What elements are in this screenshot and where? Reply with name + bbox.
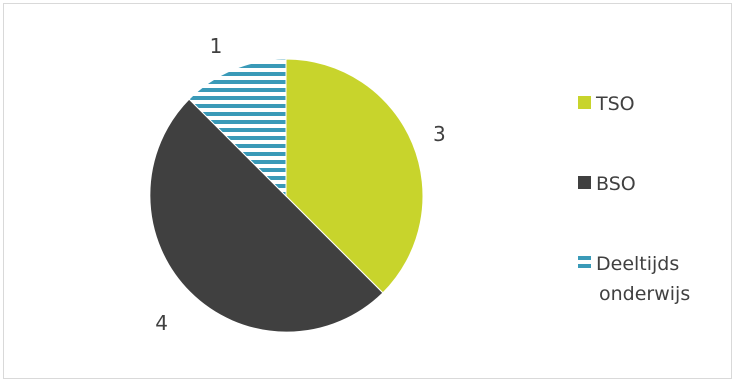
legend-label-deeltijds-onderwijs-line-1: Deeltijds — [596, 253, 679, 275]
legend: TSO BSO Deeltijds onderwijs — [578, 93, 690, 305]
data-label-deeltijds-onderwijs: 1 — [210, 34, 223, 58]
legend-label-deeltijds-onderwijs-line-2: onderwijs — [599, 283, 690, 305]
legend-swatch-tso — [578, 96, 591, 109]
pie-slice-deeltijds-onderwijs — [188, 58, 287, 198]
data-labels: 3 4 1 — [155, 34, 445, 335]
legend-label-tso: TSO — [595, 93, 635, 115]
legend-label-bso: BSO — [596, 173, 636, 195]
pie-slice-bso — [149, 98, 384, 333]
legend-swatch-deeltijds-onderwijs — [578, 256, 591, 269]
data-label-bso: 4 — [155, 311, 168, 335]
pie-slices — [149, 58, 424, 333]
data-label-tso: 3 — [433, 122, 446, 146]
pie-slice-tso — [285, 58, 424, 294]
legend-swatch-bso — [578, 176, 591, 189]
